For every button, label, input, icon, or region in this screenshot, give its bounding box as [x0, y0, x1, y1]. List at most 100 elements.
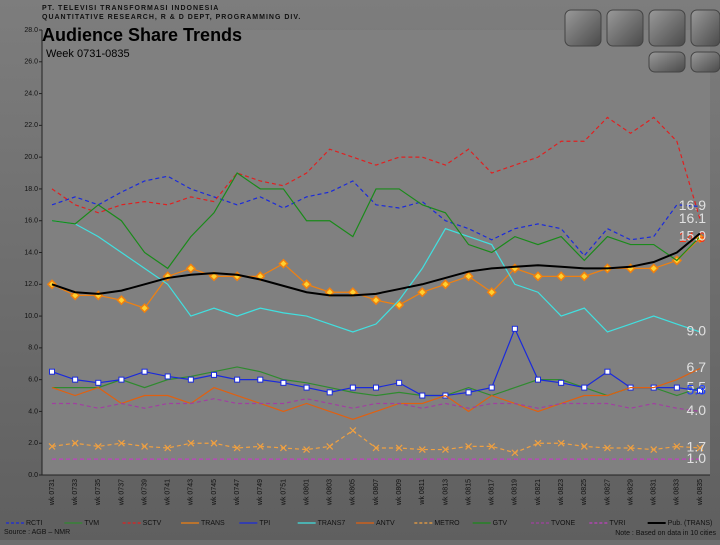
value-label: 1.0 — [687, 450, 707, 466]
marker — [395, 444, 403, 452]
marker — [280, 379, 287, 386]
x-tick-label: wk 0735 — [95, 479, 102, 506]
marker — [419, 392, 426, 399]
marker — [696, 444, 704, 452]
legend-label: TPI — [259, 520, 270, 527]
marker — [95, 379, 102, 386]
y-tick-label: 0.0 — [28, 472, 38, 479]
x-tick-label: wk 0833 — [674, 479, 681, 506]
x-tick-label: wk 0823 — [558, 479, 565, 506]
x-tick-label: wk 0819 — [512, 479, 519, 506]
y-tick-label: 10.0 — [24, 313, 38, 320]
marker — [442, 446, 449, 453]
marker — [396, 379, 403, 386]
x-tick-label: wk 0813 — [442, 479, 449, 506]
legend-label: RCTI — [26, 520, 42, 527]
series-line — [51, 175, 701, 257]
marker — [697, 387, 703, 394]
x-tick-label: wk 0817 — [489, 479, 496, 506]
y-tick-label: 28.0 — [24, 27, 38, 34]
x-tick-label: wk 0745 — [211, 479, 218, 506]
marker — [326, 389, 333, 396]
legend-label: ANTV — [376, 520, 395, 527]
x-tick-label: wk 0825 — [581, 479, 588, 506]
marker — [234, 376, 241, 383]
marker — [532, 271, 544, 282]
marker — [418, 446, 426, 453]
marker — [373, 384, 379, 391]
y-tick-label: 6.0 — [28, 376, 38, 383]
marker — [233, 444, 241, 452]
x-tick-label: wk 0821 — [535, 479, 542, 506]
marker — [486, 287, 497, 298]
marker — [465, 442, 472, 450]
series-line — [52, 366, 701, 397]
chart-title: Audience Share Trends — [42, 25, 242, 45]
legend-label: Pub. (TRANS) — [668, 520, 713, 527]
marker — [141, 442, 148, 450]
marker — [349, 384, 356, 391]
y-tick-label: 14.0 — [24, 249, 38, 256]
legend-label: TVRI — [609, 520, 625, 527]
series-line — [51, 116, 701, 220]
marker — [280, 444, 287, 452]
x-tick-label: wk 0835 — [697, 479, 704, 506]
legend-label: TVM — [84, 520, 99, 527]
marker — [673, 384, 680, 391]
legend-label: TRANS7 — [318, 520, 346, 527]
marker — [581, 384, 588, 391]
marker — [580, 442, 588, 450]
marker — [534, 439, 542, 447]
x-tick-label: wk 0827 — [604, 479, 611, 506]
x-tick-label: wk 0737 — [118, 479, 125, 506]
x-tick-label: wk 0829 — [627, 479, 634, 506]
marker — [372, 444, 380, 452]
x-tick-label: wk 0741 — [165, 479, 172, 506]
plot-area — [42, 30, 710, 475]
value-label: 4.0 — [687, 402, 707, 418]
marker — [604, 368, 611, 375]
marker — [141, 368, 148, 375]
series-line — [52, 398, 701, 413]
legend-label: GTV — [493, 520, 508, 527]
marker — [627, 444, 634, 452]
x-tick-label: wk 0749 — [257, 479, 264, 506]
marker — [440, 279, 451, 290]
legend-label: METRO — [434, 520, 460, 527]
y-tick-label: 18.0 — [24, 186, 38, 193]
company: PT. TELEVISI TRANSFORMASI INDONESIA — [42, 5, 219, 12]
source: Source : AGB – NMR — [4, 529, 70, 536]
series-line — [51, 220, 701, 333]
x-tick-label: wk 0815 — [465, 479, 472, 506]
note: Note : Based on data in 10 cities — [615, 530, 716, 537]
x-tick-label: wk 0811 — [419, 479, 426, 506]
x-tick-label: wk 0805 — [350, 479, 357, 506]
marker — [256, 442, 264, 450]
marker — [488, 442, 496, 450]
marker — [116, 295, 127, 306]
y-tick-label: 4.0 — [28, 408, 38, 415]
y-tick-label: 22.0 — [24, 122, 38, 129]
x-tick-label: wk 0739 — [141, 479, 148, 506]
x-tick-label: wk 0831 — [651, 479, 658, 506]
marker — [118, 439, 125, 447]
marker — [164, 373, 171, 380]
marker — [49, 368, 55, 375]
y-tick-label: 8.0 — [28, 345, 38, 352]
series-line — [51, 232, 701, 297]
x-tick-label: wk 0743 — [188, 479, 195, 506]
value-label: 16.1 — [679, 210, 706, 226]
legend-label: TVONE — [551, 520, 575, 527]
marker — [118, 376, 125, 383]
y-tick-label: 20.0 — [24, 154, 38, 161]
marker — [511, 325, 518, 332]
value-label: 16.9 — [679, 197, 706, 213]
marker — [557, 439, 565, 447]
x-tick-label: wk 0731 — [49, 479, 56, 506]
y-tick-label: 26.0 — [24, 59, 38, 66]
x-tick-label: wk 0801 — [303, 479, 310, 506]
marker — [465, 389, 472, 396]
value-label: 15.0 — [679, 227, 706, 243]
marker — [139, 303, 150, 314]
x-tick-label: wk 0747 — [234, 479, 241, 506]
